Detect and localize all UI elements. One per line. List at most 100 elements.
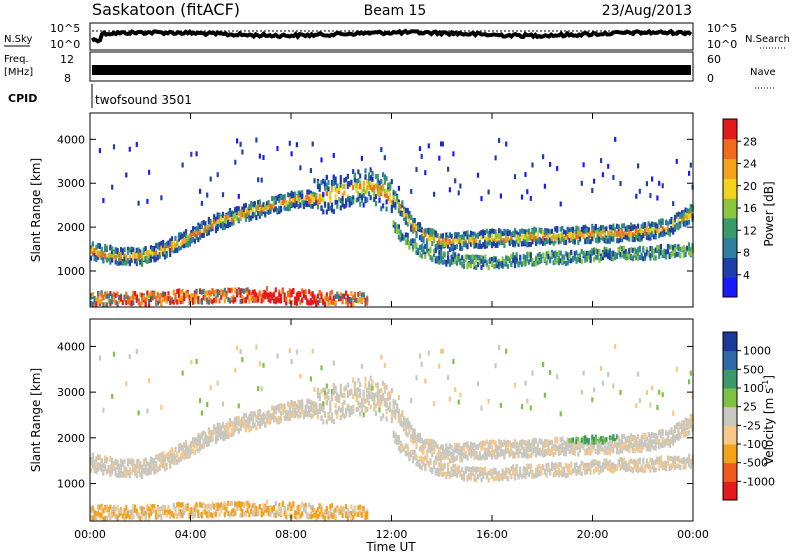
power-cell (378, 190, 381, 196)
velocity-cell (322, 513, 325, 519)
velocity-cell (144, 515, 147, 521)
velocity-cell (200, 503, 203, 508)
velocity-cell (179, 443, 182, 449)
velocity-cell (434, 455, 437, 461)
velocity-cell (177, 501, 181, 507)
power-cell (97, 254, 100, 260)
power-cell (440, 258, 443, 264)
velocity-cell (209, 504, 212, 510)
power-cell (441, 233, 444, 239)
velocity-cell (146, 461, 149, 467)
velocity-cell (433, 440, 436, 446)
velocity-cell (353, 507, 356, 513)
power-cell (93, 298, 96, 304)
velocity-cell (531, 370, 534, 376)
power-cell (686, 245, 689, 251)
power-cell (661, 226, 664, 232)
power-cell (422, 248, 425, 254)
velocity-cell (105, 504, 108, 510)
velocity-cell (148, 465, 151, 471)
power-cell (434, 248, 437, 254)
velocity-cell (536, 471, 539, 477)
power-cell (190, 293, 193, 299)
power-cell (114, 293, 117, 299)
power-cell (304, 195, 307, 201)
power-cell (116, 291, 119, 297)
power-cell (255, 292, 258, 298)
velocity-cell (461, 473, 464, 479)
velocity-cell (380, 387, 383, 393)
velocity-cell (526, 398, 529, 404)
velocity-cell (494, 440, 497, 446)
velocity-cell (469, 444, 473, 450)
power-cell (513, 263, 517, 269)
power-cell (350, 291, 353, 296)
power-cell (320, 294, 323, 300)
power-cell (260, 294, 263, 299)
velocity-cell (118, 508, 121, 514)
power-cell (571, 238, 575, 244)
velocity-cell (172, 503, 175, 509)
velocity-cell (341, 412, 344, 418)
velocity-cell (513, 443, 517, 449)
velocity-cell (334, 403, 337, 409)
velocity-cell (204, 431, 207, 437)
power-cell (267, 292, 270, 298)
power-cell (506, 256, 509, 262)
velocity-cell (476, 474, 480, 480)
power-cell (626, 251, 629, 257)
velocity-cell (188, 444, 191, 450)
velocity-cell (390, 414, 393, 420)
velocity-cell (429, 442, 432, 448)
power-cell (279, 293, 283, 299)
power-cell (533, 226, 536, 232)
velocity-cell (288, 512, 291, 518)
velocity-cell (315, 406, 318, 412)
velocity-cell (100, 512, 103, 518)
velocity-cell (241, 512, 244, 518)
velocity-cell (236, 425, 239, 431)
velocity-cell (543, 392, 546, 398)
velocity-cell (311, 348, 314, 354)
power-cell (566, 252, 569, 258)
velocity-cell (165, 454, 168, 460)
power-cell (559, 250, 562, 256)
power-cell (139, 301, 142, 307)
power-cell (169, 238, 172, 244)
power-cell (399, 207, 402, 213)
power-cell (216, 291, 219, 297)
power-cell (123, 253, 126, 259)
power-cell (564, 251, 568, 257)
power-cell (475, 233, 478, 239)
power-cell (244, 209, 247, 215)
power-cell (468, 236, 471, 242)
velocity-cell (209, 512, 212, 517)
power-cell (272, 196, 276, 202)
power-cell (279, 297, 283, 303)
power-cell (309, 193, 312, 199)
velocity-cell (434, 441, 437, 447)
power-cell (408, 213, 411, 219)
power-cell (232, 213, 235, 219)
velocity-cell (304, 410, 307, 416)
power-cell (338, 196, 341, 202)
power-cell (512, 239, 515, 245)
velocity-cell (179, 456, 182, 462)
power-cell (441, 141, 444, 147)
power-cell (177, 288, 181, 294)
power-cell (605, 226, 608, 232)
velocity-cell (251, 411, 254, 417)
velocity-cell (454, 387, 457, 393)
velocity-cell (480, 445, 483, 451)
power-cell (587, 235, 590, 241)
power-cell (243, 210, 246, 215)
velocity-cell (520, 474, 524, 480)
power-cell (285, 205, 288, 211)
power-cell (464, 254, 467, 260)
power-cell (438, 155, 441, 161)
power-cell (236, 292, 239, 298)
velocity-cell (431, 469, 434, 474)
power-cell (637, 229, 640, 235)
power-cell (181, 298, 184, 304)
power-cell (677, 221, 680, 227)
